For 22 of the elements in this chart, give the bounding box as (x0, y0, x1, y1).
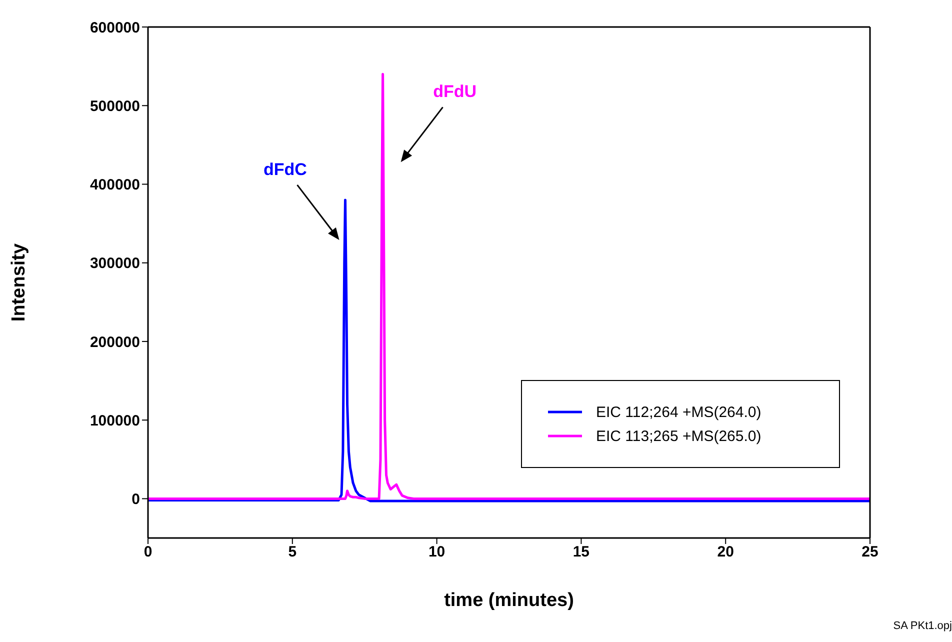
x-tick-label: 25 (862, 544, 878, 561)
legend-label: EIC 112;264 +MS(264.0) (596, 404, 762, 420)
y-tick-label: 100000 (90, 412, 140, 430)
y-tick-label: 300000 (90, 255, 140, 272)
line-series (148, 198, 870, 502)
x-tick-label: 10 (428, 544, 446, 561)
y-tick-label: 200000 (90, 334, 140, 351)
legend-label: EIC 113;265 +MS(265.0) (596, 428, 762, 444)
y-axis-title: Intensity (8, 243, 30, 322)
y-tick-label: 0 (132, 491, 140, 508)
annotation: dFdC (264, 160, 307, 179)
x-tick-label: 20 (717, 544, 734, 561)
text: SA PKt1.opj (893, 620, 952, 632)
x-tick-label: 15 (572, 544, 590, 561)
y-tick-label: 500000 (90, 98, 140, 115)
x-tick-label: 0 (144, 544, 152, 561)
annotation: dFdU (433, 82, 477, 102)
x-tick-label: 5 (288, 544, 297, 561)
y-tick-label: 600000 (90, 19, 140, 36)
line-series (148, 72, 870, 500)
y-tick-label: 400000 (90, 176, 140, 194)
x-axis-title: time (minutes) (444, 590, 574, 611)
